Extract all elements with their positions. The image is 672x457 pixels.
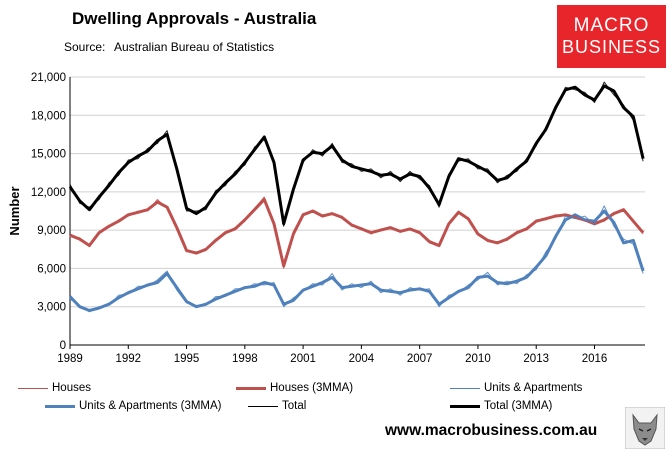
legend-label-units: Units & Apartments (484, 382, 583, 394)
x-tick-label: 1989 (57, 353, 83, 365)
x-tick-label: 2007 (407, 353, 433, 365)
y-tick-label: 21,000 (31, 72, 66, 84)
logo-line1: MACRO (573, 15, 650, 36)
website-url[interactable]: www.macrobusiness.com.au (385, 422, 598, 439)
x-tick-label: 2010 (465, 353, 491, 365)
y-tick-label: 6,000 (37, 263, 66, 275)
y-tick-label: 0 (60, 340, 66, 352)
y-tick-label: 9,000 (37, 225, 66, 237)
x-tick-label: 1992 (115, 353, 141, 365)
x-tick-label: 1995 (174, 353, 200, 365)
legend-swatch-units-3mma (45, 405, 75, 408)
series-line-houses (69, 196, 644, 269)
y-axis-title: Number (7, 186, 22, 235)
source-label: Source: (64, 40, 106, 54)
legend-swatch-total-3mma (450, 405, 480, 408)
wolf-icon (625, 407, 665, 449)
legend-swatch-houses (18, 388, 48, 389)
y-tick-label: 3,000 (37, 302, 66, 314)
y-tick-label: 12,000 (31, 187, 66, 199)
legend-label-total: Total (282, 400, 307, 412)
y-tick-label: 18,000 (31, 110, 66, 122)
source-value: Australian Bureau of Statistics (114, 40, 275, 54)
chart-title: Dwelling Approvals - Australia (72, 9, 317, 28)
y-tick-label: 15,000 (31, 149, 66, 161)
x-tick-label: 2004 (349, 353, 375, 365)
series-line-units-apartments (69, 205, 644, 313)
x-tick-label: 2016 (582, 353, 608, 365)
legend-label-units-3mma: Units & Apartments (3MMA) (79, 400, 222, 412)
legend-swatch-total (248, 406, 278, 407)
series-line-total (69, 81, 644, 227)
x-tick-label: 2001 (290, 353, 316, 365)
legend-label-houses: Houses (52, 382, 91, 394)
legend-label-total-3mma: Total (3MMA) (484, 400, 553, 412)
macrobusiness-logo: MACRO BUSINESS (557, 5, 666, 68)
legend-swatch-units (450, 388, 480, 389)
source-line: Source: Australian Bureau of Statistics (64, 40, 274, 54)
legend-swatch-houses-3mma (236, 387, 266, 390)
x-tick-label: 1998 (232, 353, 258, 365)
legend-label-houses-3mma: Houses (3MMA) (270, 382, 354, 394)
x-tick-label: 2013 (523, 353, 549, 365)
logo-line2: BUSINESS (561, 37, 662, 57)
